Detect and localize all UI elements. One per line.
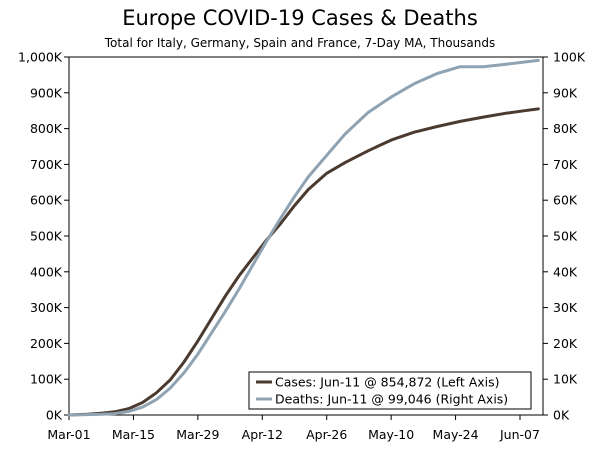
series-layer (67, 58, 540, 417)
right-tick-label: 70K (553, 157, 578, 172)
x-tick-label: Apr-26 (306, 427, 347, 442)
right-tick-label: 50K (553, 229, 578, 244)
x-tick-label: May-24 (433, 427, 479, 442)
right-tick-label: 0K (553, 408, 570, 423)
left-tick-label: 200K (30, 336, 63, 351)
cases-series-line (67, 107, 540, 417)
x-tick-label: Jun-07 (499, 427, 540, 442)
right-tick-label: 40K (553, 264, 578, 279)
legend-label-deaths: Deaths: Jun-11 @ 99,046 (Right Axis) (275, 392, 508, 407)
right-tick-label: 80K (553, 121, 578, 136)
chart-title: Europe COVID-19 Cases & Deaths (122, 6, 478, 30)
right-tick-label: 60K (553, 193, 578, 208)
plot-area-frame (68, 56, 544, 416)
right-tick-label: 100K (553, 50, 586, 65)
chart-subtitle: Total for Italy, Germany, Spain and Fran… (104, 36, 496, 50)
left-tick-label: 400K (30, 264, 63, 279)
legend-label-cases: Cases: Jun-11 @ 854,872 (Left Axis) (275, 375, 500, 390)
left-tick-label: 800K (30, 121, 63, 136)
x-tick-label: Apr-12 (242, 427, 283, 442)
right-tick-label: 20K (553, 336, 578, 351)
right-axis: 0K 10K 20K 30K 40K 50K 60K 70K 80K 90K 100K (543, 50, 586, 423)
left-tick-label: 1,000K (18, 50, 63, 65)
x-axis: Mar-01 Mar-15 Mar-29 Apr-12 Apr-26 May-10 May-… (47, 415, 540, 442)
right-tick-label: 30K (553, 300, 578, 315)
left-tick-label: 500K (30, 229, 63, 244)
legend-box (248, 371, 532, 410)
right-tick-label: 10K (553, 372, 578, 387)
x-tick-label: Mar-29 (176, 427, 219, 442)
left-tick-label: 100K (30, 372, 63, 387)
left-tick-label: 300K (30, 300, 63, 315)
x-tick-label: Mar-15 (112, 427, 155, 442)
left-tick-label: 900K (30, 85, 63, 100)
left-axis: 0K 100K 200K 300K 400K 500K 600K 700K 800K 900K 1,… (18, 50, 69, 423)
right-tick-label: 90K (553, 85, 578, 100)
legend: Cases: Jun-11 @ 854,872 (Left Axis) Deat… (248, 371, 532, 410)
left-tick-label: 600K (30, 193, 63, 208)
x-tick-label: Mar-01 (47, 427, 90, 442)
deaths-series-line (67, 58, 540, 417)
left-tick-label: 0K (46, 408, 63, 423)
left-tick-label: 700K (30, 157, 63, 172)
x-tick-label: May-10 (368, 427, 414, 442)
